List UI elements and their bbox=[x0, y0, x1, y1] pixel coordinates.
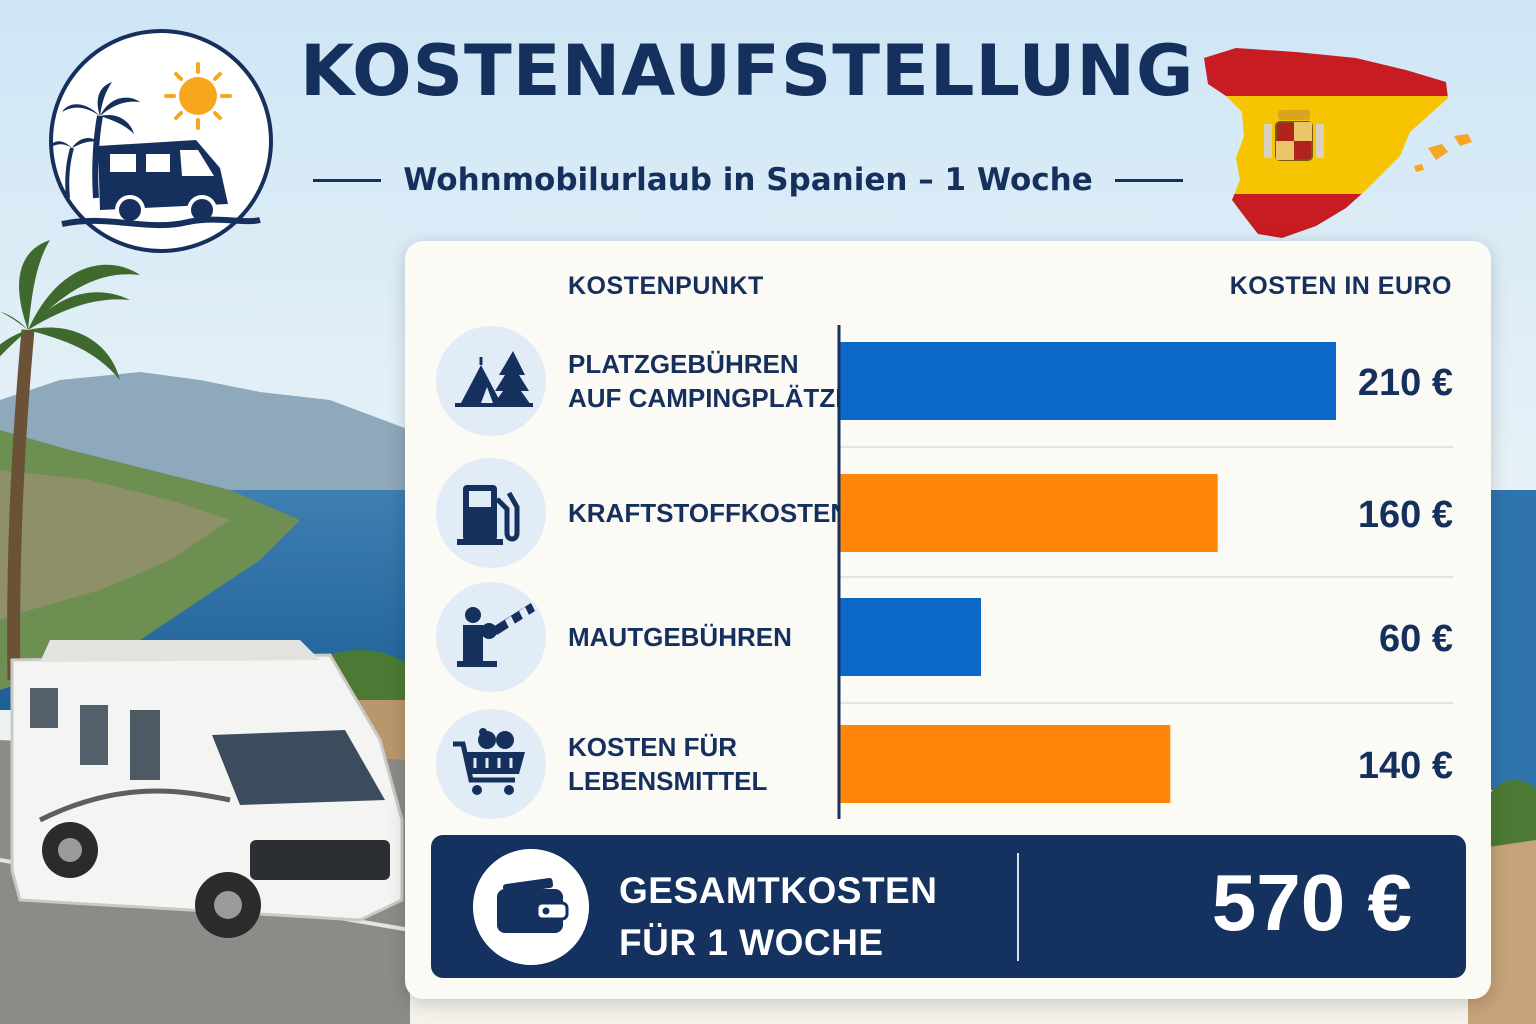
category-label-3-line-1: MAUTGEBÜHREN bbox=[568, 622, 792, 652]
value-label-1: 210 € bbox=[1358, 362, 1453, 404]
header-kosten-in-euro: KOSTEN IN EURO bbox=[1229, 272, 1452, 300]
value-label-4: 140 € bbox=[1358, 745, 1453, 787]
camper-van-illustration bbox=[10, 640, 404, 938]
toll-barrier-icon bbox=[457, 603, 535, 667]
page-title: KOSTENAUFSTELLUNG bbox=[300, 30, 1195, 112]
bar-1 bbox=[839, 342, 1336, 420]
subtitle: Wohnmobilurlaub in Spanien – 1 Woche bbox=[403, 162, 1093, 198]
wallet-icon bbox=[473, 849, 589, 965]
subtitle-rule-right bbox=[1114, 178, 1183, 182]
tent-tree-icon bbox=[455, 351, 533, 407]
camper-palm-sun-logo-icon bbox=[49, 29, 273, 253]
total-box: GESAMTKOSTEN FÜR 1 WOCHE 570 € bbox=[431, 835, 1466, 978]
category-label-2-line-1: KRAFTSTOFFKOSTEN bbox=[568, 498, 849, 528]
bar-4 bbox=[839, 725, 1171, 803]
row-icon-circle-1 bbox=[436, 326, 546, 436]
total-separator bbox=[1017, 853, 1019, 961]
spain-flag-map-icon bbox=[1204, 48, 1472, 238]
total-value: 570 € bbox=[1211, 858, 1412, 947]
subtitle-rule-left bbox=[313, 178, 382, 182]
shopping-cart-icon bbox=[453, 728, 525, 795]
value-label-2: 160 € bbox=[1358, 494, 1453, 536]
category-label-4-line-1: KOSTEN FÜR bbox=[568, 732, 737, 762]
cost-bar-chart: PLATZGEBÜHREN AUF CAMPINGPLÄTZEN 210 € KRAF… bbox=[436, 325, 1453, 819]
header-kostenpunkt: KOSTENPUNKT bbox=[568, 272, 764, 300]
fuel-pump-icon bbox=[457, 485, 520, 545]
value-label-3: 60 € bbox=[1379, 618, 1453, 660]
category-label-4-line-2: LEBENSMITTEL bbox=[568, 766, 767, 796]
total-label-line-2: FÜR 1 WOCHE bbox=[619, 922, 884, 963]
total-label: GESAMTKOSTEN FÜR 1 WOCHE bbox=[619, 865, 979, 969]
category-label-1-line-1: PLATZGEBÜHREN bbox=[568, 349, 799, 379]
category-label-1-line-2: AUF CAMPINGPLÄTZEN bbox=[568, 383, 871, 413]
total-label-line-1: GESAMTKOSTEN bbox=[619, 870, 938, 911]
bar-3 bbox=[839, 598, 981, 676]
bar-2 bbox=[839, 474, 1218, 552]
subtitle-row: Wohnmobilurlaub in Spanien – 1 Woche bbox=[312, 150, 1184, 210]
